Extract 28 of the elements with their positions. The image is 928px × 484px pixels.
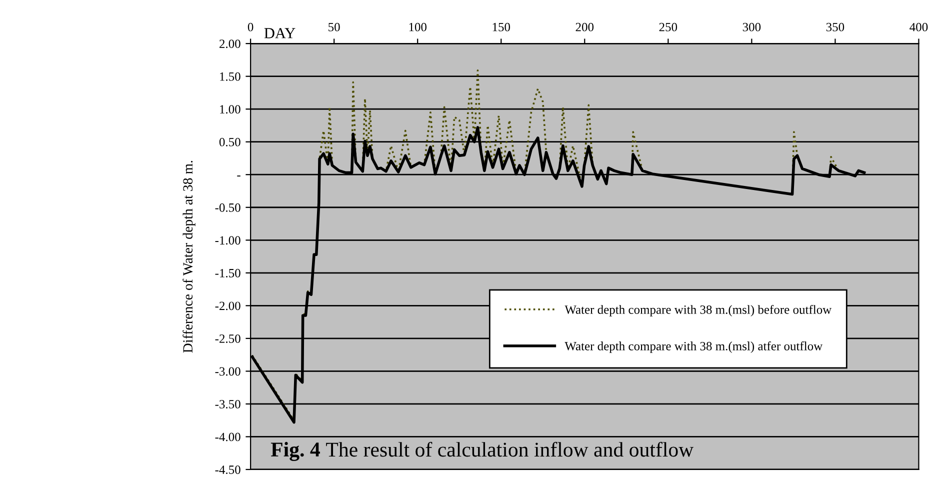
- x-tick-label: 350: [826, 22, 844, 32]
- x-tick-label: 300: [742, 22, 761, 32]
- y-tick-label: -1.00: [215, 236, 240, 245]
- y-tick-label: -3.50: [215, 400, 240, 408]
- y-tick-label: -2.00: [215, 302, 240, 310]
- y-tick-label: 0.50: [219, 138, 240, 146]
- x-tick-label: 150: [492, 22, 510, 32]
- y-tick-label: 2.00: [220, 40, 240, 48]
- y-tick-label: -3.00: [215, 367, 240, 376]
- y-tick-label: 1.50: [220, 72, 240, 81]
- y-tick-label: -2.50: [215, 334, 240, 343]
- y-tick-label: -4.50: [215, 466, 240, 474]
- x-tick-label: 200: [576, 22, 594, 32]
- legend-label: Water depth compare with 38 m.(msl) atfer outflow: [564, 341, 823, 353]
- y-tick-label: -0.50: [215, 203, 240, 212]
- annotation: The result of calculation inflow and outflow: [326, 442, 694, 457]
- x-tick-label: 250: [659, 22, 678, 32]
- y-tick-label: 1.00: [220, 105, 240, 114]
- x-axis-title: DAY: [264, 28, 296, 38]
- x-tick-label: 100: [409, 22, 426, 32]
- legend-label: Water depth compare with 38 m.(msl) before outflow: [564, 304, 832, 316]
- x-tick-label: 400: [910, 22, 928, 32]
- x-tick-label: 50: [328, 22, 340, 32]
- y-axis-title: Difference of Water depth at 38 m.: [182, 160, 196, 353]
- annotation: Fig. 4: [270, 442, 320, 461]
- y-tick-label: -4.00: [215, 432, 240, 442]
- y-tick-label: -1.50: [215, 268, 240, 278]
- x-tick-label: 0: [248, 22, 254, 32]
